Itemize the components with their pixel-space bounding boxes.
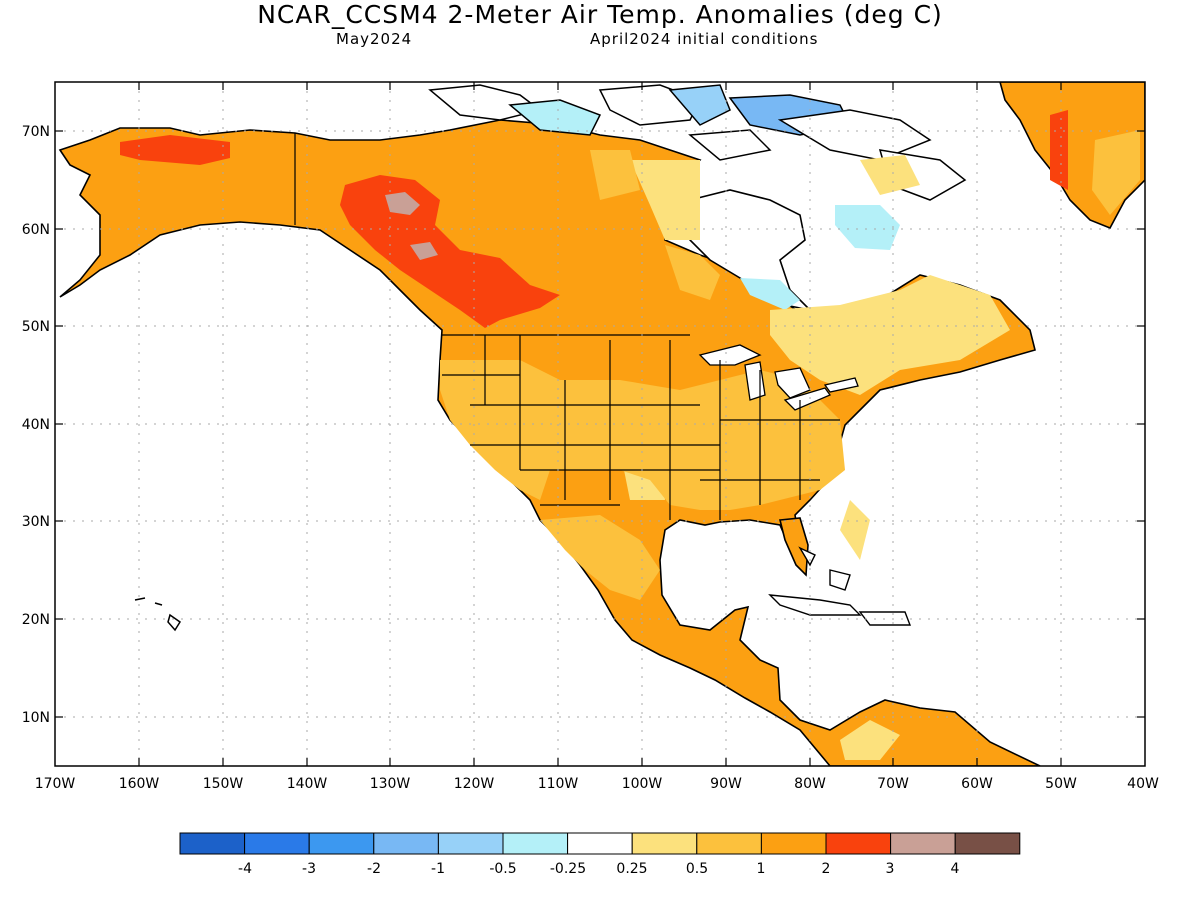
colorbar-swatch [308,832,375,855]
lon-label: 60W [961,776,993,792]
lon-label: 170W [35,776,76,792]
colorbar-label: 0.25 [616,861,647,877]
anomaly-brown-2 [410,242,438,260]
latitude-labels: 70N 60N 50N 40N 30N 20N 10N [22,124,50,726]
cold-patch-quebec [835,205,900,250]
state-borders [294,133,840,520]
colorbar-label: 0.5 [686,861,708,877]
lat-label: 60N [22,222,50,238]
lon-label: 40W [1127,776,1159,792]
colorbar-swatch [890,832,956,855]
colorbar-swatch [760,832,827,855]
greenland-red-patch [1050,110,1068,190]
lat-label: 20N [22,612,50,628]
map-content [55,82,1145,766]
colorbar-swatch [373,832,439,855]
lon-label: 80W [794,776,826,792]
colorbar-label: -0.5 [489,861,516,877]
lon-label: 110W [538,776,579,792]
colorbar-labels: -4 -3 -2 -1 -0.5 -0.25 0.25 0.5 1 2 3 4 [238,861,960,877]
lon-label: 160W [119,776,160,792]
anomaly-brown-1 [385,192,420,215]
lat-label: 40N [22,417,50,433]
colorbar-swatch [825,832,892,855]
colorbar [179,832,1021,855]
lon-label: 100W [622,776,663,792]
colorbar-swatch [502,832,569,855]
colorbar-swatch [179,832,246,855]
initial-conditions: April2024 initial conditions [590,30,819,48]
colorbar-label: -3 [302,861,316,877]
colorbar-label: 2 [822,861,831,877]
lon-label: 150W [203,776,244,792]
colorbar-label: 4 [951,861,960,877]
lon-label: 90W [710,776,742,792]
lon-label: 140W [287,776,328,792]
colorbar-swatch [244,832,310,855]
lat-label: 10N [22,710,50,726]
lat-label: 70N [22,124,50,140]
lon-label: 130W [370,776,411,792]
colorbar-label: -0.25 [550,861,586,877]
lat-label: 30N [22,514,50,530]
longitude-labels: 170W 160W 150W 140W 130W 120W 110W 100W … [35,776,1159,792]
frame-ticks [55,82,1145,766]
colorbar-swatch [631,832,698,855]
colorbar-label: -4 [238,861,252,877]
colorbar-label: -1 [431,861,445,877]
colorbar-swatch [954,832,1021,855]
colorbar-swatch [437,832,504,855]
graticule [55,82,1145,766]
colorbar-label: 1 [757,861,766,877]
colorbar-label: 3 [886,861,895,877]
lat-label: 50N [22,319,50,335]
arctic-islands [428,84,967,201]
anomaly-red [120,135,560,328]
colorbar-label: -2 [367,861,381,877]
lon-label: 50W [1045,776,1077,792]
lon-label: 120W [454,776,495,792]
colorbar-swatch [567,832,633,855]
map-title: NCAR_CCSM4 2-Meter Air Temp. Anomalies (… [257,0,943,29]
colorbar-swatch [696,832,762,855]
valid-month: May2024 [336,30,413,48]
florida [778,517,809,577]
hawaii-islands [134,597,182,632]
cold-patch-ontario [740,278,800,310]
greenland-light-patch [1092,130,1140,215]
lon-label: 70W [877,776,909,792]
